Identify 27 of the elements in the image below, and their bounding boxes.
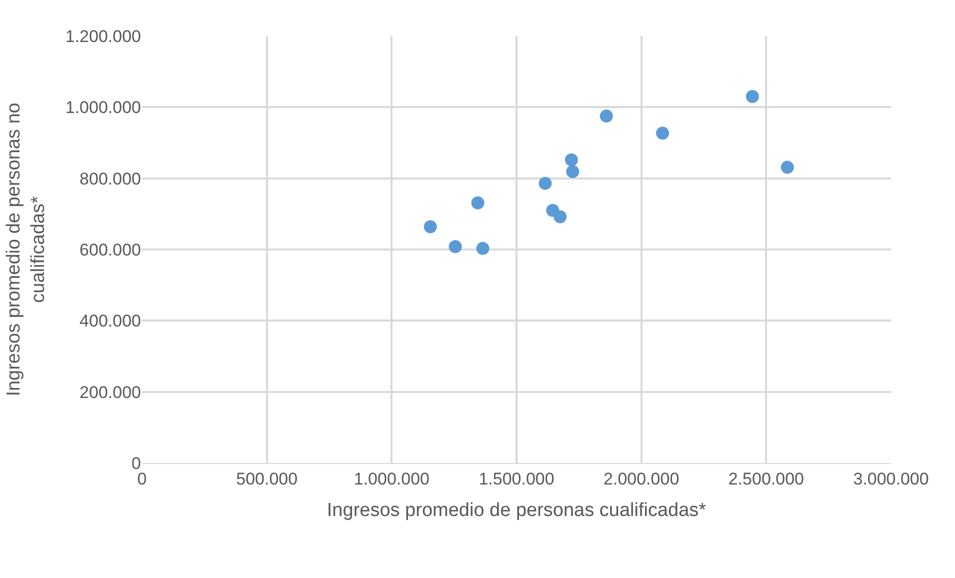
y-tick-label: 200.000 (80, 382, 141, 402)
y-tick-label: 0 (132, 454, 141, 473)
point (471, 196, 484, 210)
y-tick-label: 600.000 (80, 240, 141, 260)
point (746, 90, 759, 103)
point (564, 153, 578, 166)
point (656, 126, 670, 140)
point (448, 240, 462, 254)
y-tick-label: 800.000 (80, 169, 141, 188)
point (780, 160, 794, 174)
y-tick-label: 1.000.000 (65, 98, 141, 118)
x-tick-label: 1.000.000 (354, 469, 430, 488)
x-tick-label: 1.500.000 (478, 469, 554, 488)
y-axis-title: Ingresos promedio de personas no cualificadas* (4, 102, 50, 396)
point (566, 165, 580, 178)
point (600, 110, 613, 123)
x-tick-label: 3.000.000 (853, 469, 929, 488)
point (424, 220, 437, 234)
y-tick-label: 400.000 (80, 312, 141, 331)
point (538, 176, 552, 190)
x-tick-label: 2.000.000 (604, 469, 680, 488)
point (554, 210, 567, 224)
x-tick-label: 2.500.000 (728, 469, 804, 488)
point (476, 242, 490, 255)
y-tick-label: 1.200.000 (65, 26, 141, 46)
x-axis-title: Ingresos promedio de personas cualificadas* (326, 500, 707, 522)
x-tick-label: 500.000 (236, 469, 298, 488)
